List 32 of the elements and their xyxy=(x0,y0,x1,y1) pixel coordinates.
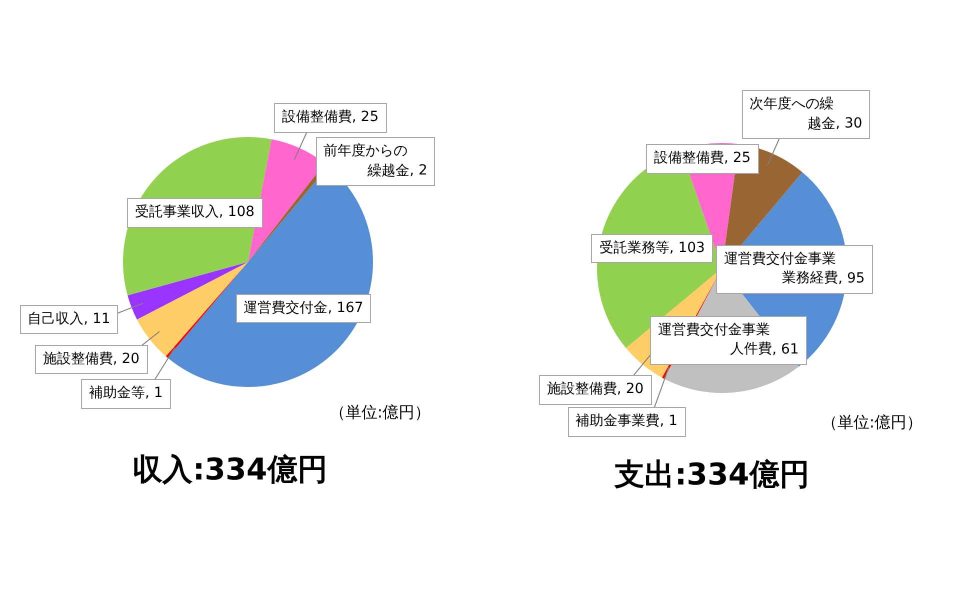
slice-label: 設備整備費 xyxy=(282,108,352,128)
slice-label: 受託事業収入 xyxy=(134,203,219,222)
text: （単位:億円） xyxy=(821,412,923,434)
data-label: , 1 xyxy=(660,413,678,430)
data-label: , 61 xyxy=(772,341,799,358)
data-label: , 20 xyxy=(616,381,644,398)
text: 収入:334億円 xyxy=(132,452,328,490)
data-label: , 95 xyxy=(838,270,865,286)
slice-label: 運営費交付金 xyxy=(244,298,328,318)
slice-label: 自己収入 xyxy=(28,310,84,329)
text: （単位:億円） xyxy=(329,402,431,424)
slice-label: 運営費交付金事業人件費 xyxy=(658,320,772,360)
data-label: , 20 xyxy=(112,350,140,367)
data-label: , 103 xyxy=(669,240,705,256)
slice-label: 補助金事業費 xyxy=(576,412,660,432)
data-label: , 30 xyxy=(836,116,862,132)
data-label: , 108 xyxy=(218,204,255,220)
slice-label: 補助金等 xyxy=(88,384,145,404)
slice-label: 受託業務等 xyxy=(599,238,670,258)
data-label: , 167 xyxy=(328,300,364,316)
data-label: , 25 xyxy=(724,150,751,166)
data-label: , 1 xyxy=(144,385,163,402)
slice-label: 運営費交付金事業業務経費 xyxy=(724,250,838,288)
text: 支出:334億円 xyxy=(614,456,810,494)
slice-label: 次年度への繰越金 xyxy=(750,95,836,134)
slice-label: 設備整備費 xyxy=(654,149,724,168)
slice-label: 施設整備費 xyxy=(42,350,113,369)
data-label: , 2 xyxy=(410,162,428,179)
data-label: , 11 xyxy=(84,310,110,327)
slice-label: 前年度からの繰越金 xyxy=(324,142,410,181)
data-label: , 25 xyxy=(352,109,379,126)
slice-label: 施設整備費 xyxy=(546,380,617,400)
